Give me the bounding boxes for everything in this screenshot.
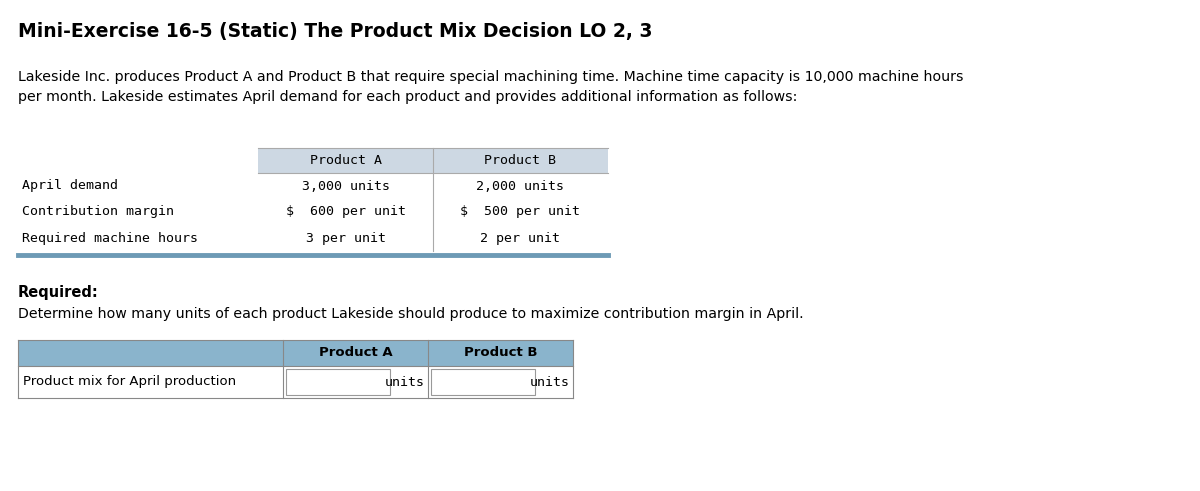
Text: $  500 per unit: $ 500 per unit	[461, 206, 581, 218]
Text: Product A: Product A	[310, 154, 382, 167]
Text: Product B: Product B	[485, 154, 557, 167]
Text: Required machine hours: Required machine hours	[22, 231, 198, 245]
Bar	[18, 366, 574, 398]
Text: Required:: Required:	[18, 285, 98, 300]
Text: 3,000 units: 3,000 units	[301, 180, 390, 192]
Text: 2 per unit: 2 per unit	[480, 231, 560, 245]
Bar	[258, 148, 608, 173]
Text: April demand: April demand	[22, 180, 118, 192]
Text: Mini-Exercise 16-5 (Static) The Product Mix Decision LO 2, 3: Mini-Exercise 16-5 (Static) The Product …	[18, 22, 653, 41]
Text: Contribution margin: Contribution margin	[22, 206, 174, 218]
Text: Product B: Product B	[463, 347, 538, 359]
Text: units: units	[385, 376, 425, 388]
Text: Determine how many units of each product Lakeside should produce to maximize con: Determine how many units of each product…	[18, 307, 804, 321]
Text: 2,000 units: 2,000 units	[476, 180, 564, 192]
Bar	[18, 340, 574, 366]
Text: Product A: Product A	[319, 347, 392, 359]
Text: units: units	[530, 376, 570, 388]
Text: Product mix for April production: Product mix for April production	[23, 376, 236, 388]
Bar	[286, 369, 390, 395]
Text: $  600 per unit: $ 600 per unit	[286, 206, 406, 218]
Text: Lakeside Inc. produces Product A and Product B that require special machining ti: Lakeside Inc. produces Product A and Pro…	[18, 70, 964, 104]
Bar	[431, 369, 535, 395]
Text: 3 per unit: 3 per unit	[306, 231, 385, 245]
